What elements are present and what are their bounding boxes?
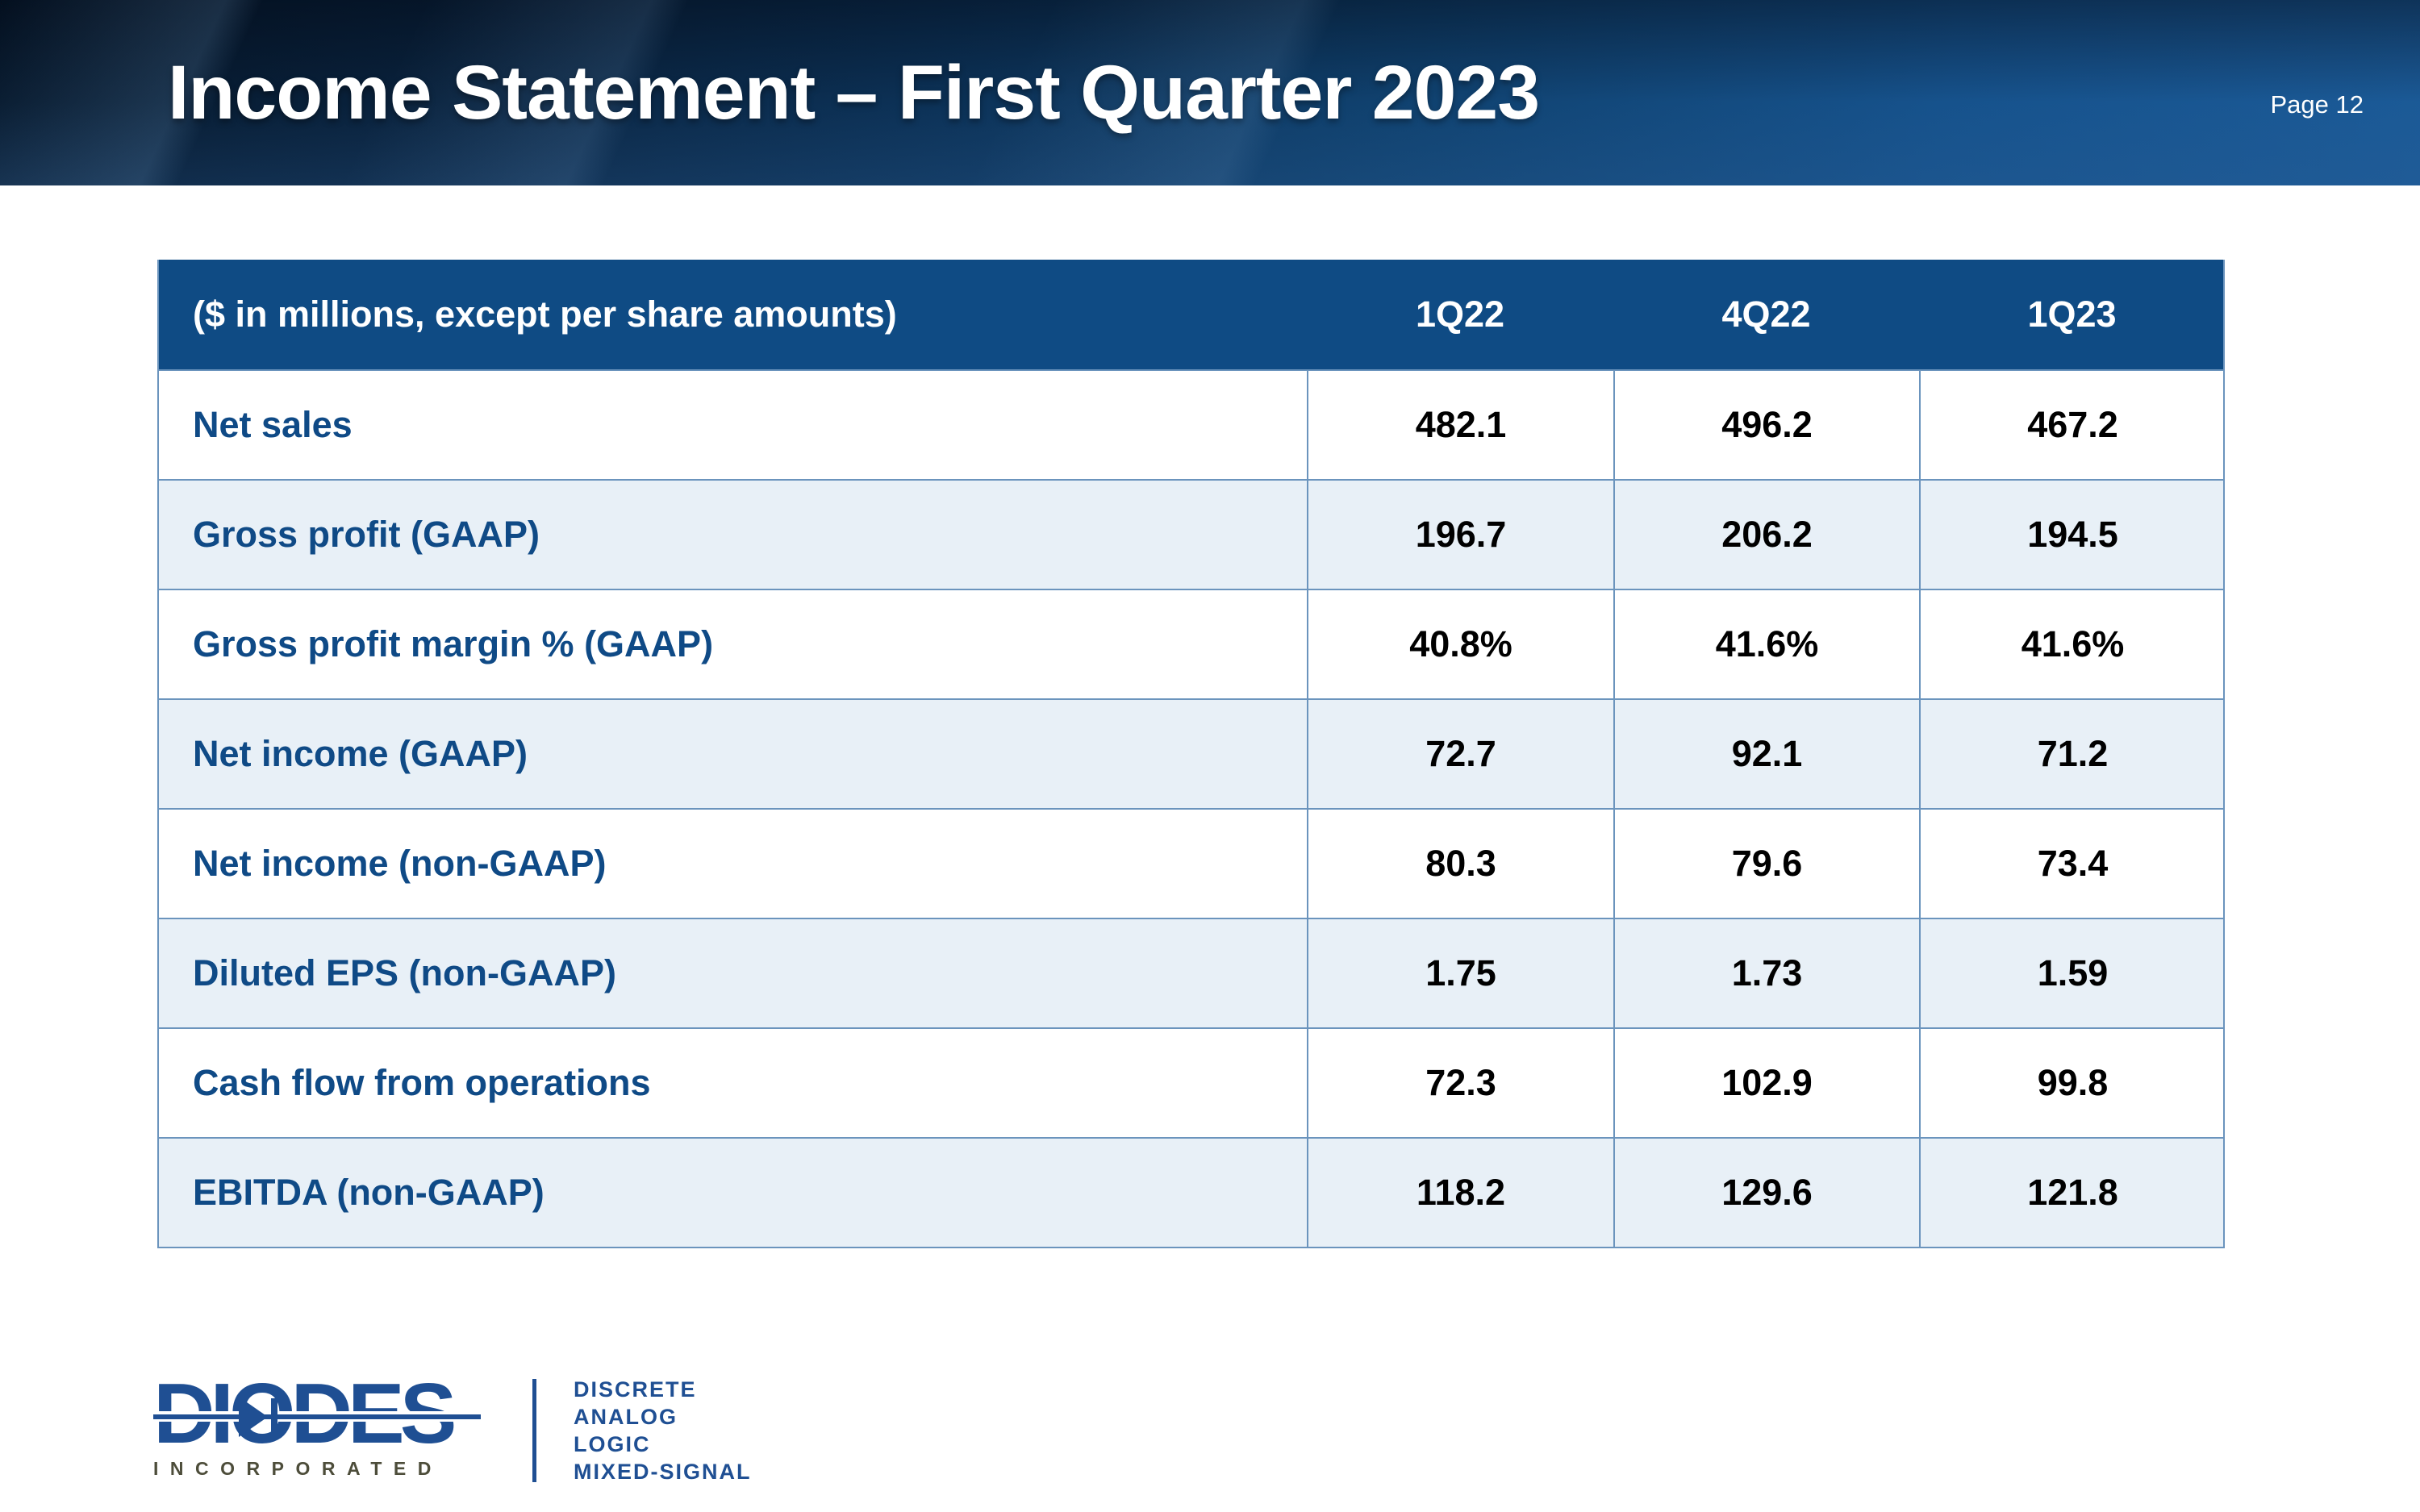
row-value: 99.8	[1919, 1029, 2225, 1137]
row-value: 79.6	[1613, 810, 1919, 918]
table-row: Gross profit margin % (GAAP) 40.8% 41.6%…	[159, 589, 2223, 698]
row-value: 1.75	[1307, 919, 1613, 1027]
diode-wire-line	[153, 1414, 481, 1419]
row-value: 40.8%	[1307, 590, 1613, 698]
table-row: Net income (non-GAAP) 80.3 79.6 73.4	[159, 808, 2223, 918]
table-row: Net sales 482.1 496.2 467.2	[159, 369, 2223, 479]
incorporated-label: INCORPORATED	[153, 1458, 443, 1479]
table-header-row: ($ in millions, except per share amounts…	[159, 260, 2223, 369]
row-value: 467.2	[1919, 371, 2225, 479]
table-row: Gross profit (GAAP) 196.7 206.2 194.5	[159, 479, 2223, 589]
column-header-1q22: 1Q22	[1415, 294, 1505, 335]
row-value: 121.8	[1919, 1139, 2225, 1247]
tagline-line: MIXED-SIGNAL	[574, 1460, 752, 1484]
row-label: Net income (GAAP)	[193, 733, 528, 774]
row-value: 1.73	[1613, 919, 1919, 1027]
row-value: 496.2	[1613, 371, 1919, 479]
row-label: Diluted EPS (non-GAAP)	[193, 952, 616, 993]
row-label: Cash flow from operations	[193, 1062, 651, 1103]
tagline-line: ANALOG	[574, 1405, 678, 1429]
row-value: 92.1	[1613, 700, 1919, 808]
tagline-line: LOGIC	[574, 1432, 651, 1456]
diodes-wordmark: DIODES	[153, 1381, 486, 1447]
row-value: 102.9	[1613, 1029, 1919, 1137]
row-label: Gross profit margin % (GAAP)	[193, 623, 714, 664]
row-value: 71.2	[1919, 700, 2225, 808]
row-value: 1.59	[1919, 919, 2225, 1027]
column-header-4q22: 4Q22	[1721, 294, 1811, 335]
row-label: Gross profit (GAAP)	[193, 514, 540, 555]
table-row: Net income (GAAP) 72.7 92.1 71.2	[159, 698, 2223, 808]
income-statement-table: ($ in millions, except per share amounts…	[157, 260, 2225, 1248]
row-value: 118.2	[1307, 1139, 1613, 1247]
logo-tagline: DISCRETE ANALOG LOGIC MIXED-SIGNAL	[574, 1376, 752, 1485]
row-value: 72.3	[1307, 1029, 1613, 1137]
diode-cathode-bar	[271, 1398, 277, 1435]
row-label: Net income (non-GAAP)	[193, 843, 607, 884]
row-value: 41.6%	[1919, 590, 2225, 698]
row-value: 73.4	[1919, 810, 2225, 918]
table-header-caption: ($ in millions, except per share amounts…	[193, 294, 897, 335]
diode-arrow-icon	[239, 1397, 268, 1437]
row-value: 194.5	[1919, 481, 2225, 589]
row-value: 80.3	[1307, 810, 1613, 918]
company-logo: DIODES INCORPORATED DISCRETE ANALOG LOGI…	[153, 1377, 752, 1485]
row-label: Net sales	[193, 404, 353, 445]
row-value: 482.1	[1307, 371, 1613, 479]
row-value: 72.7	[1307, 700, 1613, 808]
row-value: 196.7	[1307, 481, 1613, 589]
logo-divider-line	[532, 1379, 536, 1482]
table-row: EBITDA (non-GAAP) 118.2 129.6 121.8	[159, 1137, 2223, 1247]
row-value: 41.6%	[1613, 590, 1919, 698]
page-title: Income Statement – First Quarter 2023	[168, 49, 1540, 135]
table-row: Diluted EPS (non-GAAP) 1.75 1.73 1.59	[159, 918, 2223, 1027]
row-value: 129.6	[1613, 1139, 1919, 1247]
table-row: Cash flow from operations 72.3 102.9 99.…	[159, 1027, 2223, 1137]
diodes-logo: DIODES INCORPORATED	[153, 1381, 486, 1480]
column-header-1q23: 1Q23	[2027, 294, 2117, 335]
title-banner: Income Statement – First Quarter 2023 Pa…	[0, 0, 2420, 185]
row-label: EBITDA (non-GAAP)	[193, 1172, 544, 1213]
tagline-line: DISCRETE	[574, 1377, 697, 1402]
row-value: 206.2	[1613, 481, 1919, 589]
page-number: Page 12	[2270, 90, 2364, 119]
